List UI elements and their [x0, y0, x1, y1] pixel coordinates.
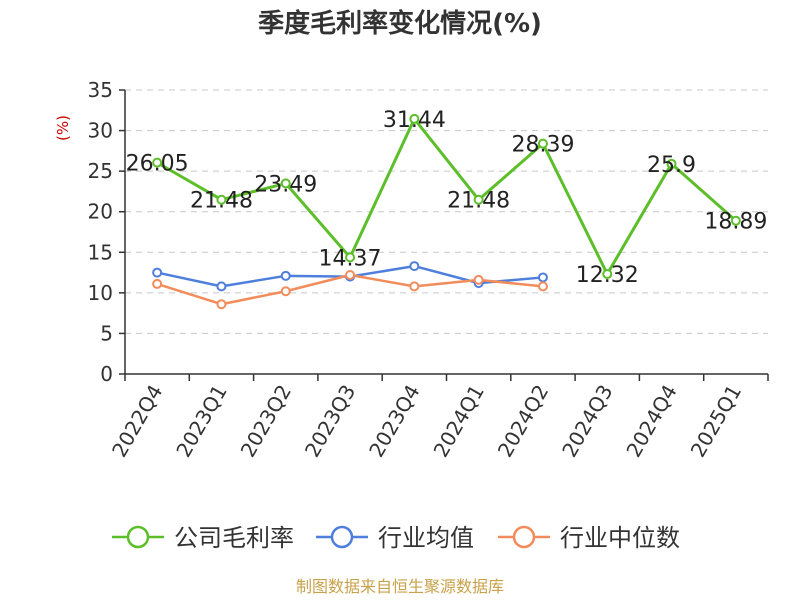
legend-label: 行业均值	[378, 524, 474, 552]
data-point	[537, 281, 548, 292]
data-point	[345, 270, 356, 281]
legend-marker	[126, 525, 150, 549]
data-point	[409, 281, 420, 292]
legend: 公司毛利率 行业均值 行业中位数	[112, 524, 680, 552]
data-point	[216, 281, 227, 292]
x-tick-label: 2023Q1	[171, 381, 231, 462]
data-point	[730, 215, 741, 226]
data-point	[216, 194, 227, 205]
data-point	[152, 157, 163, 168]
y-tick-label: 5	[100, 321, 113, 345]
data-point	[666, 158, 677, 169]
y-tick-label: 35	[88, 78, 113, 102]
data-point	[152, 278, 163, 289]
data-point	[473, 194, 484, 205]
x-tick-label: 2023Q4	[364, 381, 424, 462]
legend-item: 公司毛利率	[112, 524, 294, 552]
series-layer	[152, 113, 741, 310]
data-point	[152, 267, 163, 278]
y-tick-label: 15	[88, 240, 113, 264]
chart-title: 季度毛利率变化情况(%)	[258, 8, 542, 39]
data-label: 21.48	[190, 189, 253, 214]
data-point	[280, 286, 291, 297]
x-tick-label: 2022Q4	[107, 381, 167, 462]
y-tick-label: 10	[88, 281, 113, 305]
series-2	[152, 270, 548, 310]
y-axis-label: (%)	[54, 115, 72, 141]
y-tick-label: 20	[88, 200, 113, 224]
x-tick-label: 2024Q1	[429, 381, 489, 462]
data-point	[409, 113, 420, 124]
data-label: 28.39	[511, 133, 574, 158]
x-tick-label: 2024Q3	[557, 381, 617, 462]
data-point	[473, 274, 484, 285]
data-label: 18.89	[704, 210, 767, 235]
data-label: 26.05	[126, 152, 189, 177]
data-point	[345, 252, 356, 263]
grid-lines	[125, 89, 768, 334]
series-line	[156, 117, 737, 276]
legend-marker	[330, 525, 354, 549]
legend-label: 行业中位数	[560, 524, 680, 552]
data-label: 31.44	[383, 108, 446, 133]
data-point	[537, 272, 548, 283]
y-tick-label: 30	[88, 119, 113, 143]
legend-label: 公司毛利率	[174, 524, 294, 552]
x-tick-label: 2023Q3	[300, 381, 360, 462]
data-label: 25.9	[647, 153, 696, 178]
data-point	[216, 299, 227, 310]
legend-item: 行业均值	[316, 524, 474, 552]
x-tick-label: 2023Q2	[236, 381, 296, 462]
x-tick-label: 2025Q1	[686, 381, 746, 462]
data-labels: 26.0521.4823.4914.3731.4421.4828.3912.32…	[126, 108, 768, 288]
x-tick-label: 2024Q2	[493, 381, 553, 462]
data-point	[537, 138, 548, 149]
data-point	[280, 178, 291, 189]
series-0	[152, 113, 741, 280]
data-point	[602, 269, 613, 280]
legend-marker	[512, 525, 536, 549]
y-tick-label: 25	[88, 159, 113, 183]
legend-item: 行业中位数	[498, 524, 680, 552]
data-label: 23.49	[254, 172, 317, 197]
data-label: 21.48	[447, 189, 510, 214]
data-point	[409, 261, 420, 272]
source-note: 制图数据来自恒生聚源数据库	[296, 577, 504, 596]
data-label: 12.32	[576, 263, 639, 288]
data-point	[280, 270, 291, 281]
y-tick-label: 0	[100, 362, 113, 386]
x-tick-label: 2024Q4	[621, 381, 681, 462]
data-label: 14.37	[319, 246, 382, 271]
